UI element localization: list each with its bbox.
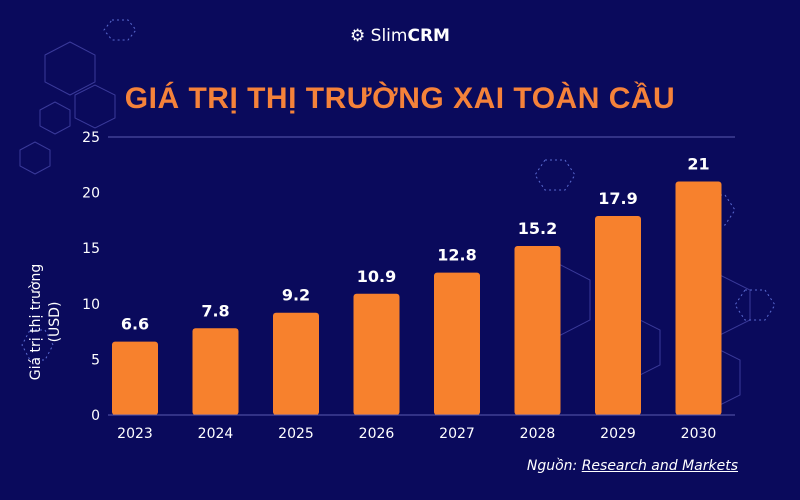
y-tick-label: 15	[82, 241, 100, 257]
x-tick-label: 2023	[117, 426, 153, 442]
bar-2029	[595, 215, 641, 415]
x-tick-label: 2024	[198, 426, 234, 442]
bar-2030	[675, 181, 722, 415]
y-tick-label: 10	[82, 297, 100, 313]
data-label: 15.2	[518, 219, 557, 238]
y-axis-label-line: (USD)	[47, 302, 63, 343]
data-label: 7.8	[201, 301, 229, 320]
data-label: 17.9	[598, 189, 637, 208]
bar-2024	[192, 328, 239, 415]
source-label: Nguồn:	[526, 458, 578, 474]
y-tick-label: 20	[82, 186, 100, 202]
y-tick-label: 5	[91, 352, 100, 368]
x-tick-label: 2027	[439, 426, 475, 442]
x-tick-label: 2025	[278, 426, 314, 442]
y-tick-label: 25	[82, 130, 100, 146]
chart-title: GIÁ TRỊ THỊ TRƯỜNG XAI TOÀN CẦU	[124, 82, 676, 115]
x-tick-label: 2028	[520, 426, 556, 442]
data-label: 21	[687, 154, 709, 173]
x-tick-label: 2030	[681, 426, 717, 442]
data-label: 10.9	[357, 267, 396, 286]
gear-icon: ⚙	[350, 26, 366, 46]
source-note: Nguồn: Research and Markets	[527, 458, 738, 474]
y-axis-label-line: Giá trị thị trường	[28, 264, 44, 381]
bar-2027	[434, 272, 480, 415]
slimcrm-logo: ⚙ SlimCRM	[0, 26, 800, 46]
data-label: 6.6	[121, 315, 149, 334]
y-axis-label: Giá trị thị trường (USD)	[28, 264, 63, 381]
source-link[interactable]: Research and Markets	[581, 458, 738, 474]
bar-2028	[514, 245, 561, 415]
data-label: 12.8	[437, 246, 476, 265]
x-tick-label: 2026	[359, 426, 395, 442]
y-tick-label: 0	[91, 408, 100, 424]
x-tick-label: 2029	[600, 426, 636, 442]
logo-text-light: Slim	[370, 26, 408, 46]
bar-2026	[353, 293, 400, 415]
data-label: 9.2	[282, 286, 310, 305]
logo-text-bold: CRM	[407, 26, 450, 46]
bar-2025	[273, 312, 319, 415]
bar-2023	[112, 341, 158, 415]
